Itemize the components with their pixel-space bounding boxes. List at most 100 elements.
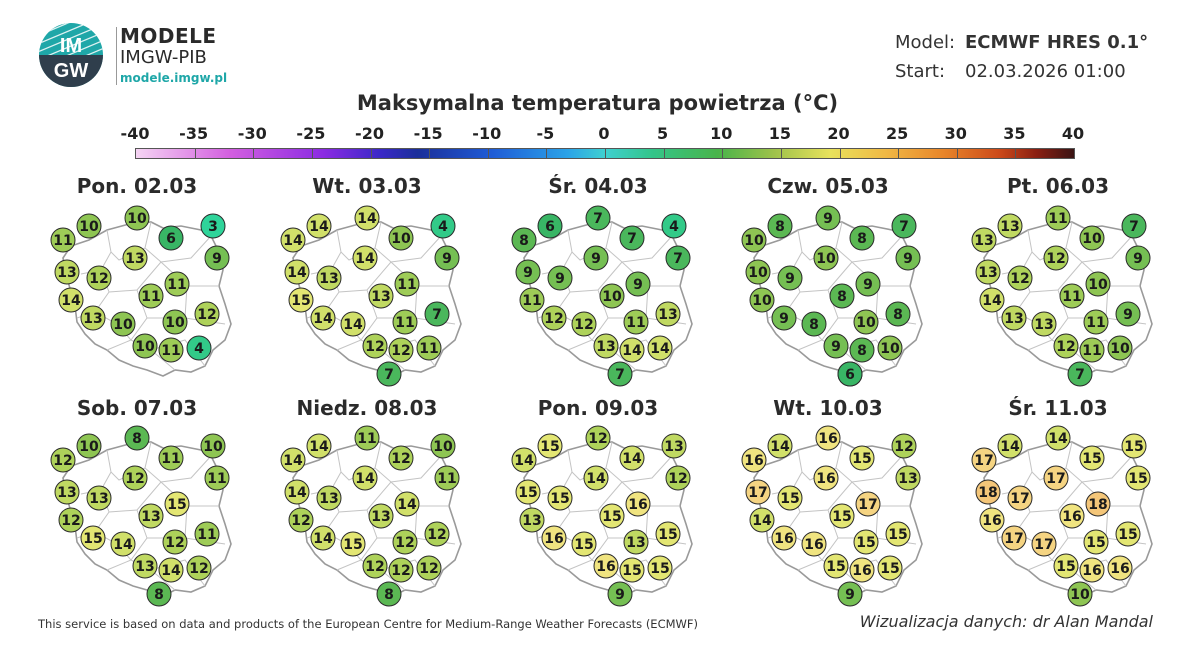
temperature-value: 12 [61, 513, 80, 529]
temperature-value: 11 [437, 471, 456, 487]
temperature-bubble [665, 245, 691, 271]
temperature-bubble [855, 271, 881, 297]
temperature-value: 13 [898, 471, 917, 487]
temperature-value: 9 [591, 251, 601, 267]
temperature-bubble [86, 485, 112, 511]
temperature-bubble [829, 283, 855, 309]
colorbar-tick-label: 35 [1003, 124, 1026, 143]
temperature-value: 9 [779, 311, 789, 327]
temperature-bubble [306, 433, 332, 459]
temperature-bubble [519, 287, 545, 313]
temperature-bubble [891, 213, 917, 239]
temperature-value: 6 [845, 367, 855, 383]
temperature-bubble [585, 425, 611, 451]
colorbar-tick-label: -25 [296, 124, 326, 143]
temperature-bubble [200, 213, 226, 239]
temperature-bubble [124, 425, 150, 451]
temperature-bubble [537, 433, 563, 459]
colorbar-tick-mark [663, 149, 665, 158]
temperature-bubble [1107, 555, 1133, 581]
day-label: Śr. 11.03 [1008, 396, 1108, 420]
colorbar-tick-label: 30 [944, 124, 967, 143]
temperature-value: 12 [544, 311, 563, 327]
temperature-value: 16 [544, 531, 563, 547]
temperature-value: 10 [880, 341, 900, 357]
brand-block: MODELE IMGW-PIB modele.imgw.pl [120, 26, 227, 84]
brand-divider [116, 27, 117, 85]
temperature-bubble [1121, 433, 1147, 459]
temperature-bubble [547, 265, 573, 291]
temperature-bubble [434, 245, 460, 271]
temperature-bubble [619, 445, 645, 471]
temperature-bubble [801, 311, 827, 337]
temperature-value: 15 [291, 293, 310, 309]
temperature-value: 13 [658, 307, 677, 323]
temperature-bubble [162, 529, 188, 555]
temperature-bubble [368, 283, 394, 309]
temperature-value: 14 [113, 537, 133, 553]
temperature-bubble [194, 301, 220, 327]
temperature-bubble [593, 553, 619, 579]
temperature-value: 15 [1056, 559, 1075, 575]
temperature-bubble [1115, 301, 1141, 327]
temperature-bubble [777, 265, 803, 291]
temperature-value: 10 [744, 233, 764, 249]
temperature-value: 12 [391, 451, 410, 467]
temperature-bubble [1125, 465, 1151, 491]
temperature-bubble [1043, 245, 1069, 271]
temperature-bubble [80, 305, 106, 331]
temperature-bubble [655, 301, 681, 327]
temperature-bubble [515, 259, 541, 285]
temperature-value: 15 [83, 531, 102, 547]
colorbar-tick-label: -15 [413, 124, 443, 143]
temperature-bubble [885, 521, 911, 547]
temperature-value: 15 [602, 509, 621, 525]
temperature-value: 12 [1056, 339, 1075, 355]
temperature-bubble [284, 259, 310, 285]
temperature-value: 10 [1070, 587, 1090, 603]
temperature-bubble [625, 491, 651, 517]
temperature-bubble [665, 465, 691, 491]
temperature-value: 12 [53, 453, 72, 469]
colorbar-tick-mark [722, 149, 724, 158]
temperature-value: 12 [588, 431, 607, 447]
temperature-value: 15 [880, 561, 899, 577]
temperature-value: 7 [627, 231, 637, 247]
temperature-value: 13 [135, 559, 154, 575]
temperature-value: 8 [519, 233, 529, 249]
temperature-value: 17 [1046, 471, 1065, 487]
temperature-bubble [599, 503, 625, 529]
temperature-bubble [352, 245, 378, 271]
colorbar-tick-label: 10 [710, 124, 733, 143]
temperature-value: 9 [785, 271, 795, 287]
colorbar-tick-label: 5 [657, 124, 669, 143]
temperature-bubble [853, 529, 879, 555]
temperature-bubble [288, 287, 314, 313]
colorbar-tick-label: 40 [1061, 124, 1085, 143]
colorbar-tick-mark [253, 149, 255, 158]
temperature-value: 13 [596, 339, 615, 355]
temperature-bubble [288, 507, 314, 533]
colorbar-tick-mark [429, 149, 431, 158]
temperature-bubble [124, 205, 150, 231]
map-title: Maksymalna temperatura powietrza (°C) [356, 91, 839, 115]
temperature-bubble [619, 557, 645, 583]
temperature-bubble [647, 555, 673, 581]
temperature-bubble [829, 503, 855, 529]
temperature-value: 6 [166, 231, 176, 247]
temperature-bubble [50, 447, 76, 473]
temperature-value: 10 [752, 293, 772, 309]
temperature-value: 13 [371, 289, 390, 305]
brand-url-link[interactable]: modele.imgw.pl [120, 71, 228, 85]
temperature-bubble [571, 311, 597, 337]
temperature-bubble [607, 581, 633, 607]
temperature-value: 14 [355, 251, 375, 267]
temperature-value: 8 [857, 343, 867, 359]
temperature-value: 13 [978, 265, 997, 281]
temperature-bubble [647, 335, 673, 361]
temperature-value: 15 [856, 535, 875, 551]
temperature-bubble [186, 555, 212, 581]
temperature-bubble [1007, 265, 1033, 291]
colorbar-tick-label: 20 [827, 124, 850, 143]
